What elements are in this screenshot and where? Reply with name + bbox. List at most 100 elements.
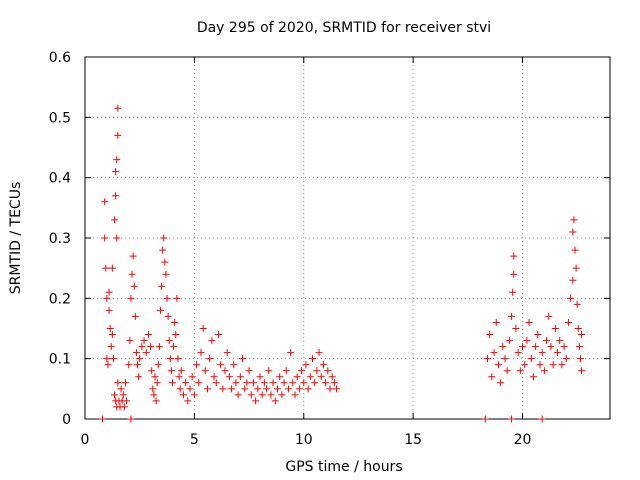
data-point [258, 391, 266, 399]
x-tick-label: 20 [514, 432, 532, 448]
data-point [304, 385, 312, 393]
data-point [177, 367, 185, 375]
data-point [569, 228, 577, 236]
data-point [521, 361, 529, 369]
y-tick-labels: 0 0.1 0.2 0.3 0.4 0.5 0.6 [49, 50, 71, 428]
data-point [328, 373, 336, 381]
data-point [236, 373, 244, 381]
data-point [263, 385, 271, 393]
data-point [152, 397, 160, 405]
data-point [119, 391, 127, 399]
y-tick-label: 0.2 [49, 291, 71, 307]
data-point [113, 234, 121, 242]
data-point [130, 282, 138, 290]
data-point [298, 367, 306, 375]
data-point [172, 331, 180, 339]
data-point [492, 318, 500, 326]
data-point [319, 361, 327, 369]
data-point [267, 391, 275, 399]
data-point [199, 325, 207, 332]
data-point [169, 379, 176, 387]
data-point [147, 343, 155, 351]
y-tick-label: 0.6 [49, 50, 71, 66]
data-point [575, 343, 583, 351]
data-point [322, 379, 330, 387]
data-point [114, 131, 122, 139]
data-point [309, 355, 316, 363]
data-point [158, 282, 166, 290]
data-point [188, 373, 196, 381]
data-point [166, 355, 174, 363]
data-point [333, 385, 341, 393]
data-point [140, 337, 148, 345]
data-point [508, 415, 516, 423]
data-point [564, 318, 572, 326]
data-point [150, 391, 158, 399]
data-point [549, 361, 557, 369]
data-point [153, 379, 161, 387]
data-point [256, 373, 264, 381]
data-point [105, 288, 113, 296]
data-point [571, 246, 579, 254]
data-point [154, 361, 162, 369]
x-tick-label: 5 [190, 432, 199, 448]
data-point [570, 216, 578, 224]
data-point [128, 270, 136, 278]
data-point [135, 373, 143, 381]
data-point [197, 349, 205, 357]
data-point [501, 355, 509, 363]
data-point [149, 385, 157, 393]
data-point [160, 234, 168, 242]
data-point [560, 343, 568, 351]
data-point [291, 391, 299, 399]
data-point [554, 349, 561, 357]
data-point [221, 367, 229, 375]
data-point [538, 415, 546, 423]
data-point [278, 391, 286, 399]
data-point [107, 343, 115, 351]
data-point [136, 355, 144, 363]
data-point [484, 355, 491, 363]
data-point [302, 361, 310, 369]
data-point [208, 337, 216, 345]
data-point [532, 343, 540, 351]
data-point [114, 104, 122, 112]
data-point [129, 252, 137, 260]
data-point [193, 361, 201, 369]
data-point [239, 355, 246, 363]
data-point [306, 373, 314, 381]
data-point [538, 349, 546, 357]
data-point [161, 258, 169, 266]
data-point [523, 337, 531, 345]
data-point [540, 367, 548, 375]
data-point [556, 337, 564, 345]
data-point [179, 391, 187, 399]
data-point [156, 306, 164, 314]
data-point [569, 276, 577, 284]
y-tick-label: 0.1 [49, 352, 71, 368]
data-point [324, 367, 332, 375]
data-point [572, 264, 580, 272]
data-point [271, 397, 279, 405]
data-point [230, 361, 238, 369]
data-point [284, 385, 292, 393]
data-point [127, 294, 135, 302]
data-point [127, 415, 135, 423]
data-point [108, 331, 116, 339]
data-point [165, 337, 173, 345]
data-point [113, 156, 121, 164]
data-point [315, 349, 323, 357]
data-point [176, 385, 184, 393]
data-point [241, 385, 249, 393]
data-point [313, 367, 321, 375]
data-point [326, 385, 334, 393]
data-point [234, 391, 242, 399]
data-point [252, 397, 260, 405]
x-tick-label: 0 [81, 432, 90, 448]
data-point [578, 331, 586, 339]
data-point [151, 373, 159, 381]
data-point [144, 331, 152, 339]
data-point [184, 397, 192, 405]
data-point [210, 373, 218, 381]
data-point [117, 385, 125, 393]
